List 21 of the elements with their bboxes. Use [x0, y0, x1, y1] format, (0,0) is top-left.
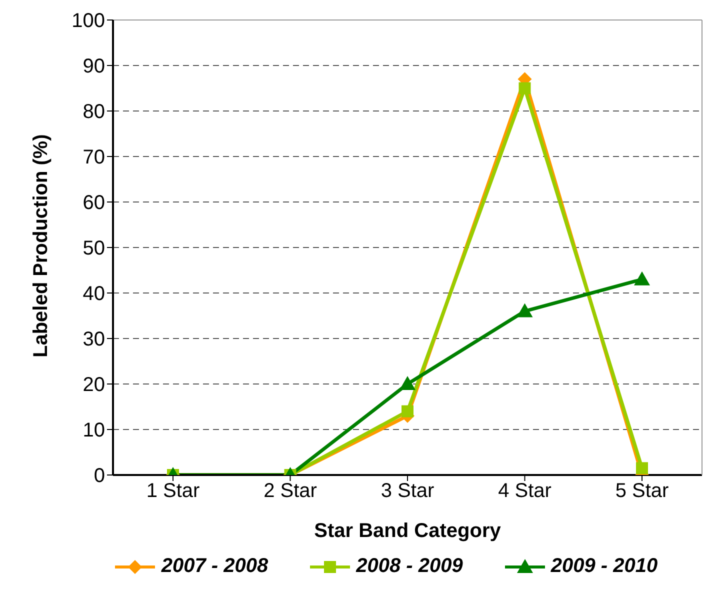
y-axis-title: Labeled Production (%): [30, 134, 52, 358]
y-tick-label: 10: [82, 420, 105, 442]
legend-label: 2007 - 2008: [161, 555, 268, 578]
y-tick-label: 0: [94, 465, 105, 488]
legend-label: 2009 - 2010: [550, 555, 658, 578]
x-tick-label: 4 Star: [498, 480, 552, 502]
legend-label: 2008 - 2009: [356, 555, 463, 578]
x-tick-label: 5 Star: [615, 480, 670, 502]
x-tick-label: 3 Star: [380, 480, 435, 502]
y-tick-label: 30: [82, 328, 105, 351]
x-tick-label: 2 Star: [264, 480, 318, 502]
y-tick-label: 90: [82, 56, 105, 78]
y-tick-label: 40: [82, 283, 105, 306]
y-tick-label: 60: [82, 192, 105, 214]
y-tick-label: 70: [82, 146, 105, 169]
y-tick-label: 50: [82, 238, 105, 260]
y-tick-label: 100: [72, 10, 105, 32]
y-tick-label: 80: [82, 101, 105, 124]
y-tick-label: 20: [82, 374, 105, 396]
x-tick-label: 1 Star: [146, 480, 200, 502]
x-axis-title: Star Band Category: [314, 520, 502, 542]
